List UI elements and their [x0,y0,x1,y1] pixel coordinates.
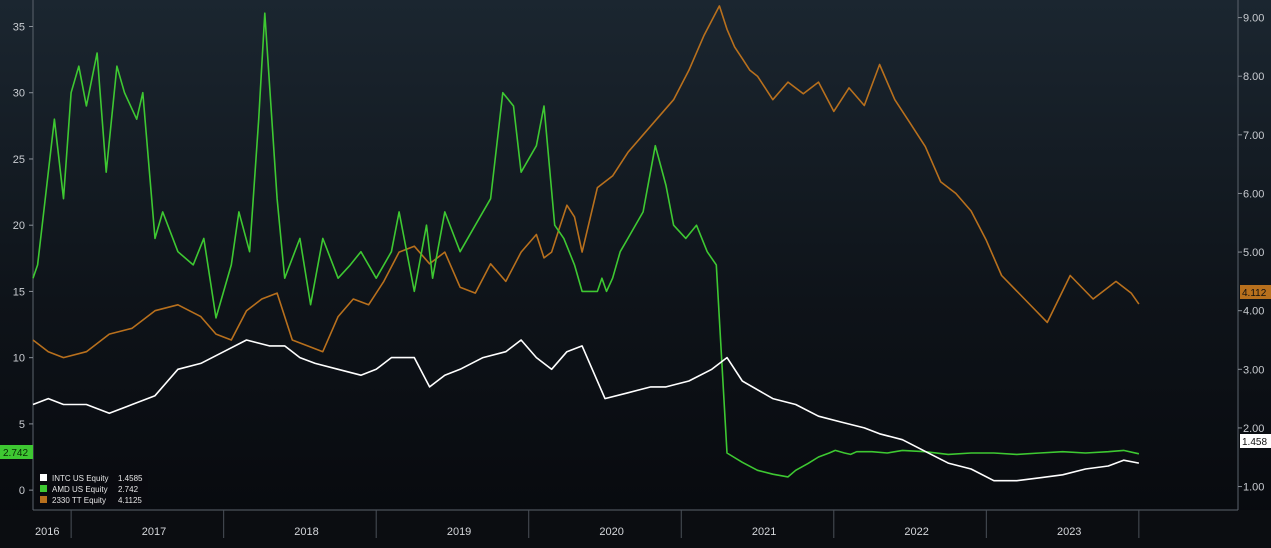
legend-value-amd: 2.742 [118,485,139,494]
legend-swatch-amd [40,485,47,492]
y-left-tick-label: 15 [13,286,25,298]
legend-label-tsmc: 2330 TT Equity [52,496,106,505]
x-tick-label: 2020 [599,526,623,538]
legend-label-intc: INTC US Equity [52,474,108,483]
badge-intc-bg [1240,434,1271,448]
x-tick-label: 2019 [447,526,471,538]
badge-tsmc-text: 4.112 [1242,288,1267,299]
y-left-tick-label: 35 [13,21,25,33]
y-right-tick-label: 4.00 [1243,306,1264,318]
badge-tsmc-bg [1240,285,1271,299]
badge-tsmc: 4.112 [1240,285,1271,299]
badge-amd: 2.742 [0,445,33,459]
badge-intc-text: 1.458 [1242,437,1267,448]
badge-intc: 1.458 [1240,434,1271,448]
badge-amd-text: 2.742 [3,448,28,459]
y-left-tick-label: 0 [19,485,25,497]
y-left-tick-label: 20 [13,220,25,232]
y-right-tick-label: 6.00 [1243,188,1264,200]
series-line-intc-us-equity [32,339,1140,482]
y-left-tick-label: 5 [19,419,25,431]
legend-value-tsmc: 4.1125 [118,496,142,505]
y-right-tick-label: 2.00 [1243,423,1264,435]
grid-layer [70,510,1140,538]
x-tick-label: 2022 [904,526,928,538]
series-layer [32,5,1140,482]
legend: INTC US Equity 1.4585 AMD US Equity 2.74… [36,470,148,506]
legend-swatch-tsmc [40,496,47,503]
y-right-tick-label: 7.00 [1243,130,1264,142]
axis-layer: 0 5 10 15 20 25 30 35 1.00 2.00 3.00 4.00 5.00 6.00 7.… [13,13,1265,538]
x-tick-label: 2023 [1057,526,1081,538]
series-line-amd-us-equity [32,12,1140,478]
y-right-tick-label: 3.00 [1243,364,1264,376]
x-tick-label: 2017 [142,526,166,538]
legend-swatch-intc [40,474,47,481]
x-tick-label: 2018 [294,526,318,538]
y-right-tick-label: 1.00 [1243,482,1264,494]
y-right-tick-label: 8.00 [1243,71,1264,83]
x-axis-band [0,510,1271,548]
legend-background [36,470,148,506]
y-right-tick-label: 5.00 [1243,247,1264,259]
x-tick-label: 2016 [35,526,59,538]
y-left-tick-label: 30 [13,88,25,100]
legend-label-amd: AMD US Equity [52,485,108,494]
x-tick-label: 2021 [752,526,776,538]
y-right-tick-label: 9.00 [1243,13,1264,25]
y-left-tick-label: 25 [13,154,25,166]
badge-amd-bg [0,445,33,459]
series-line-2330-tt-equity [32,5,1140,359]
y-left-tick-label: 10 [13,353,25,365]
legend-value-intc: 1.4585 [118,474,143,483]
